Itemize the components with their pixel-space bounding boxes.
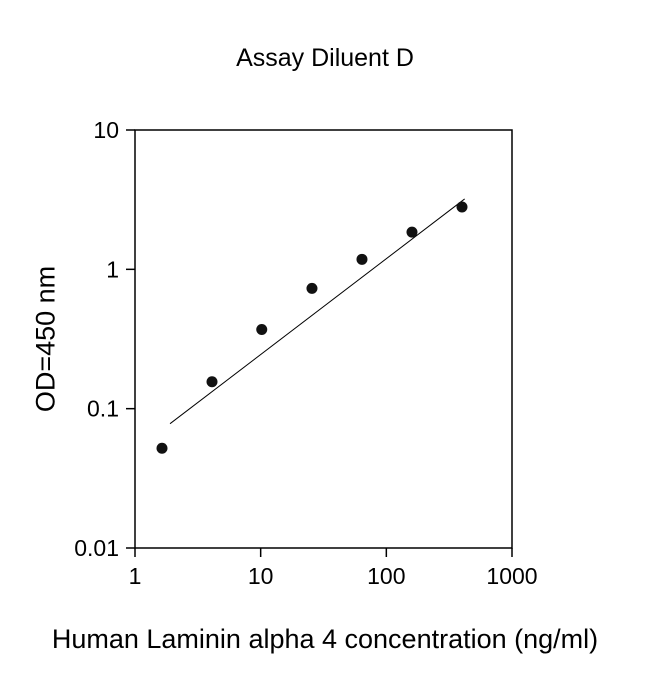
data-point — [356, 253, 368, 265]
y-tick-label: 1 — [106, 256, 119, 282]
x-tick-label: 10 — [248, 563, 274, 589]
data-point — [256, 323, 268, 335]
x-tick-label: 1000 — [486, 563, 537, 589]
x-axis-label: Human Laminin alpha 4 concentration (ng/… — [51, 624, 599, 654]
plot-frame — [134, 129, 513, 549]
trend-line — [169, 198, 465, 425]
data-point — [306, 282, 318, 294]
x-tick-label: 1 — [129, 563, 142, 589]
chart-title: Assay Diluent D — [236, 44, 414, 72]
y-tick-label: 10 — [93, 117, 119, 143]
data-point — [156, 442, 168, 454]
y-tick-label: 0.01 — [74, 535, 119, 561]
data-point — [206, 376, 218, 388]
data-point — [406, 226, 418, 238]
data-point — [456, 201, 468, 213]
y-tick-label: 0.1 — [87, 396, 119, 422]
x-tick-label: 100 — [367, 563, 405, 589]
